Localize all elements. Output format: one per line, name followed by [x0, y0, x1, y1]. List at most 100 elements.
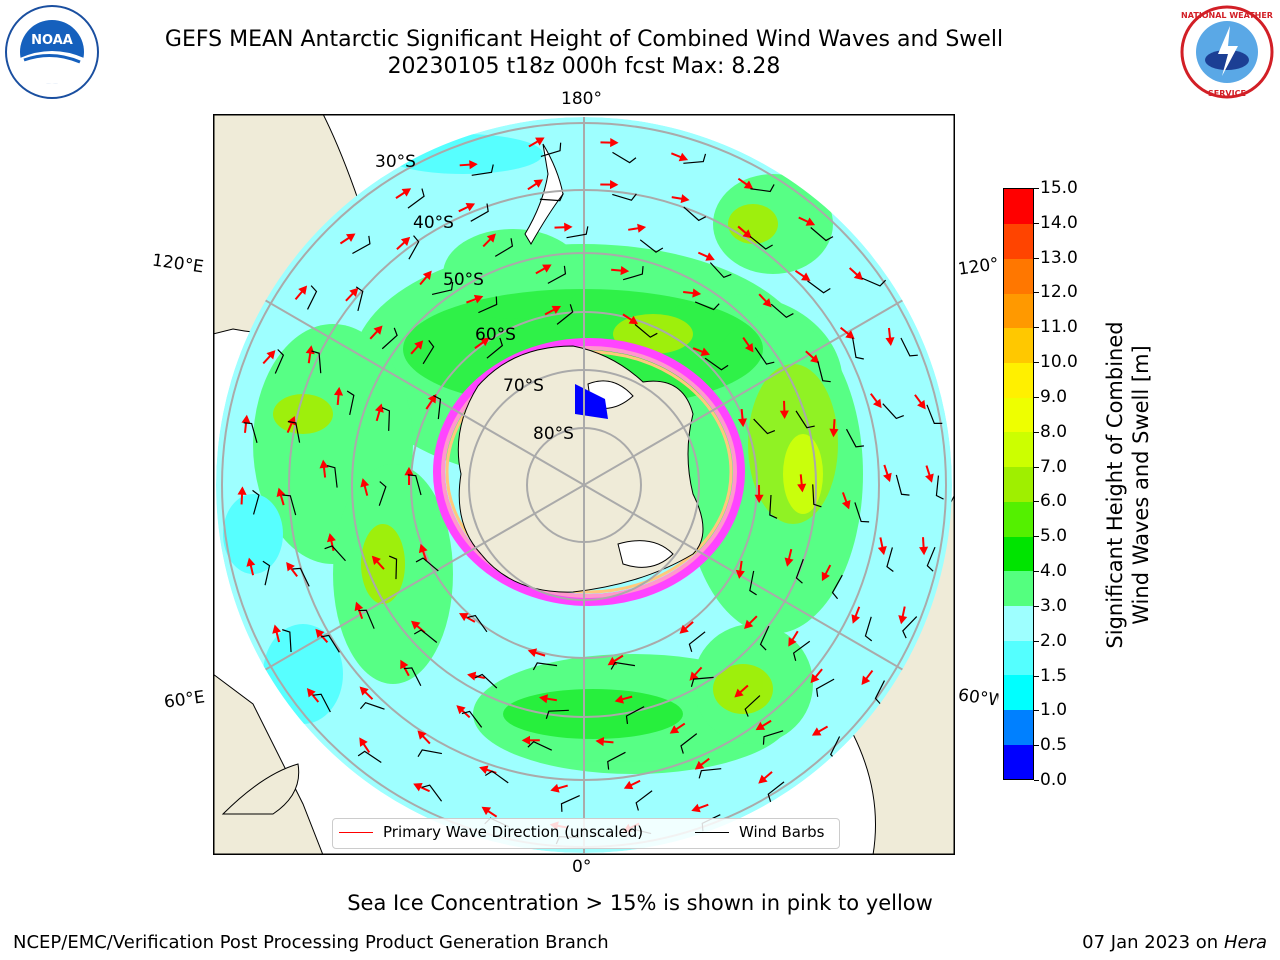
wave-arrow-head [345, 233, 356, 242]
footer-date-text: 07 Jan 2023 on [1082, 932, 1219, 953]
wave-arrow-head [400, 659, 409, 670]
wave-arrow-head [810, 354, 820, 364]
colorbar-band [1004, 397, 1033, 433]
wind-barb [634, 323, 658, 338]
footer-credit: NCEP/EMC/Verification Post Processing Pr… [13, 932, 609, 953]
wave-arrow-head [422, 270, 432, 280]
wave-arrow-head [744, 342, 754, 353]
wave-arrow-head [669, 725, 680, 734]
colorbar-band [1004, 674, 1033, 711]
wave-arrow-head [700, 347, 710, 356]
colorbar-band [1004, 431, 1033, 468]
wave-arrow-head [371, 555, 381, 565]
wave-arrow-head [272, 624, 282, 634]
wind-barb [484, 770, 509, 784]
wave-arrow-head [861, 675, 871, 685]
wind-barb [381, 327, 398, 350]
footer-host: Hera [1223, 932, 1267, 953]
wind-barb [324, 545, 346, 562]
lat-label-80: 80°S [533, 424, 574, 444]
wave-arrow-head [762, 298, 772, 308]
wave-arrow-head [743, 180, 754, 190]
wind-barb [320, 634, 340, 653]
wind-barb [926, 404, 943, 425]
wave-arrow-head [925, 473, 934, 483]
wave-arrow-head [754, 494, 764, 504]
wind-barb [539, 193, 564, 202]
wave-arrow-head [527, 648, 538, 658]
wind-barb [415, 557, 439, 572]
colorbar-tick-label: 10.0 [1034, 352, 1078, 373]
wind-barb [902, 616, 918, 639]
wave-arrow-head [354, 601, 364, 612]
wave-arrow-head [456, 705, 466, 715]
wave-arrow-head [480, 337, 490, 347]
wind-barb [845, 428, 864, 448]
wind-barb [467, 614, 488, 633]
wind-barb [807, 280, 831, 294]
wave-arrow-head [788, 637, 797, 647]
wave-arrow-head [459, 613, 469, 622]
wave-arrow-head [883, 472, 892, 483]
wave-arrow-head [359, 737, 368, 747]
wave-arrow-head [805, 217, 816, 226]
colorbar-label-line2: Wind Waves and Swell [m] [1129, 345, 1153, 625]
wave-arrow-head [276, 487, 286, 497]
wave-arrow-head [755, 721, 766, 731]
wave-arrow-head [401, 188, 412, 197]
wave-arrow-head [306, 688, 316, 698]
wave-arrow-head [737, 418, 748, 428]
wind-barb [378, 481, 387, 506]
wave-arrow-head [898, 615, 908, 625]
colorbar-tick-label: 14.0 [1034, 212, 1078, 233]
lat-label-60: 60°S [475, 325, 516, 345]
wind-barb [749, 570, 757, 596]
wind-barb [287, 420, 301, 443]
wind-barb [900, 337, 918, 357]
wind-barb [352, 235, 371, 255]
colorbar-tick-label: 0.5 [1033, 735, 1068, 756]
wave-arrow-head [744, 619, 754, 629]
wind-barbs-swatch [695, 832, 729, 833]
colorbar-tick-label: 0.0 [1033, 770, 1068, 790]
wave-arrow-head [315, 628, 325, 639]
wind-barb [311, 350, 322, 374]
wave-arrow-head [735, 569, 745, 579]
wind-barb [527, 740, 553, 751]
wind-barb [358, 609, 375, 629]
wave-arrow-head [533, 179, 544, 188]
wave-arrow-head [465, 202, 476, 212]
lat-label-50: 50°S [443, 270, 484, 290]
wave-arrow-head [237, 486, 247, 495]
wave-arrow-head [841, 500, 851, 510]
wind-barb [407, 188, 425, 209]
wind-barb [346, 390, 355, 416]
wave-direction-arrows [237, 137, 934, 832]
wind-barb [683, 153, 707, 164]
wave-arrow-head [266, 350, 276, 360]
wave-arrow-head [479, 765, 489, 775]
wave-arrow-head [564, 222, 573, 232]
wind-barb [556, 304, 574, 325]
wind-barb [886, 547, 894, 572]
wind-barb [274, 349, 285, 374]
wave-arrow-head [467, 671, 477, 681]
wave-arrow-head [607, 656, 618, 666]
wind-barb [403, 667, 422, 687]
wave-arrow-head [919, 546, 929, 556]
wind-barb [753, 418, 776, 435]
lon-label-120w: 120°W [956, 254, 1000, 280]
wave-arrow-head [742, 229, 752, 239]
wind-barb [767, 781, 785, 803]
wind-barb [694, 301, 720, 311]
wind-barb [494, 238, 514, 257]
wind-barb [635, 790, 653, 811]
lon-label-0: 0° [572, 857, 592, 877]
wind-barb [359, 701, 385, 710]
wind-barb [431, 281, 454, 296]
wind-barb [795, 558, 804, 584]
wave-arrow-head [542, 264, 552, 273]
wave-arrow-head [411, 620, 421, 630]
nws-logo: NATIONAL WEATHER SERVICE [1180, 5, 1274, 99]
wave-arrow-head [679, 624, 689, 634]
